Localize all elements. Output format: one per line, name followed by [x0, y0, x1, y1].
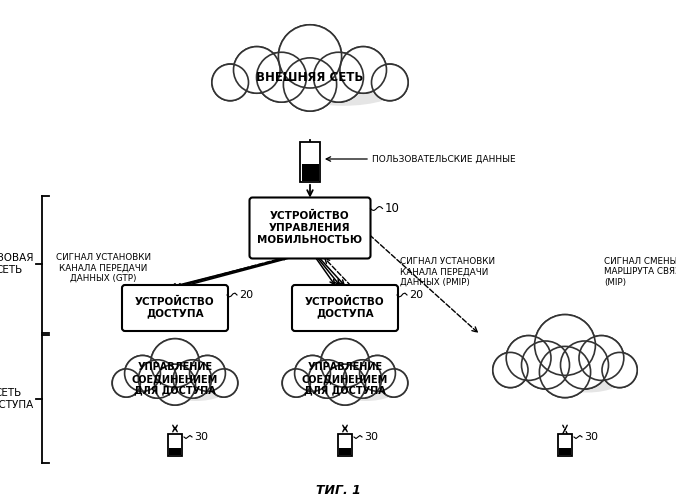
Circle shape: [124, 356, 160, 392]
Circle shape: [372, 64, 408, 100]
Circle shape: [282, 369, 310, 397]
Bar: [338, 434, 352, 456]
Text: 30: 30: [364, 432, 378, 442]
Circle shape: [602, 352, 637, 388]
Circle shape: [210, 369, 238, 397]
Circle shape: [283, 58, 337, 111]
Circle shape: [233, 46, 280, 93]
Circle shape: [155, 364, 195, 405]
Circle shape: [314, 52, 364, 102]
Text: 30: 30: [584, 432, 598, 442]
Circle shape: [360, 356, 395, 392]
Circle shape: [539, 346, 591, 398]
Circle shape: [343, 360, 381, 398]
Bar: [168, 434, 182, 456]
Text: 20: 20: [409, 290, 423, 300]
FancyBboxPatch shape: [122, 285, 228, 331]
Circle shape: [314, 52, 364, 102]
Text: СИГНАЛ СМЕНЫ
МАРШРУТА СВЯЗИ
(MIP): СИГНАЛ СМЕНЫ МАРШРУТА СВЯЗИ (MIP): [604, 257, 676, 287]
Circle shape: [340, 46, 387, 93]
Circle shape: [372, 64, 408, 100]
Circle shape: [308, 360, 347, 398]
Text: УПРАВЛЕНИЕ
СОЕДИНЕНИЕМ
ДЛЯ ДОСТУПА: УПРАВЛЕНИЕ СОЕДИНЕНИЕМ ДЛЯ ДОСТУПА: [132, 362, 218, 396]
Circle shape: [279, 25, 341, 88]
Circle shape: [173, 360, 212, 398]
Circle shape: [324, 364, 366, 405]
Circle shape: [579, 336, 624, 380]
Circle shape: [308, 360, 347, 398]
Circle shape: [506, 336, 551, 380]
Text: ПОЛЬЗОВАТЕЛЬСКИЕ ДАННЫЕ: ПОЛЬЗОВАТЕЛЬСКИЕ ДАННЫЕ: [372, 154, 516, 164]
Circle shape: [233, 46, 280, 93]
Circle shape: [506, 336, 551, 380]
Circle shape: [212, 64, 249, 100]
Text: СЕТЬ
ДОСТУПА: СЕТЬ ДОСТУПА: [0, 388, 34, 410]
Circle shape: [112, 369, 141, 397]
Text: УПРАВЛЕНИЕ
СОЕДИНЕНИЕМ
ДЛЯ ДОСТУПА: УПРАВЛЕНИЕ СОЕДИНЕНИЕМ ДЛЯ ДОСТУПА: [302, 362, 388, 396]
Text: УСТРОЙСТВО
ДОСТУПА: УСТРОЙСТВО ДОСТУПА: [305, 297, 385, 319]
Circle shape: [124, 356, 160, 392]
Circle shape: [212, 64, 249, 100]
Circle shape: [320, 338, 369, 388]
Circle shape: [535, 314, 596, 376]
Circle shape: [151, 338, 199, 388]
Circle shape: [535, 314, 596, 376]
FancyBboxPatch shape: [292, 285, 398, 331]
Circle shape: [380, 369, 408, 397]
Text: 20: 20: [239, 290, 253, 300]
Ellipse shape: [331, 373, 400, 401]
Text: ВНЕШНЯЯ СЕТЬ: ВНЕШНЯЯ СЕТЬ: [256, 70, 364, 84]
Circle shape: [139, 360, 177, 398]
Bar: [558, 434, 572, 456]
Circle shape: [295, 356, 331, 392]
Ellipse shape: [549, 358, 627, 392]
Circle shape: [189, 356, 225, 392]
Circle shape: [560, 341, 608, 389]
Circle shape: [139, 360, 177, 398]
Circle shape: [256, 52, 306, 102]
Bar: [339, 448, 351, 455]
Circle shape: [282, 369, 310, 397]
Text: 10: 10: [385, 202, 400, 215]
Circle shape: [155, 364, 195, 405]
Ellipse shape: [160, 373, 230, 401]
Bar: [300, 142, 320, 182]
Circle shape: [521, 341, 569, 389]
Text: УСТРОЙСТВО
ДОСТУПА: УСТРОЙСТВО ДОСТУПА: [135, 297, 215, 319]
Circle shape: [493, 352, 528, 388]
Circle shape: [521, 341, 569, 389]
Circle shape: [283, 58, 337, 111]
Circle shape: [340, 46, 387, 93]
Circle shape: [493, 352, 528, 388]
Circle shape: [279, 25, 341, 88]
Circle shape: [324, 364, 366, 405]
Circle shape: [189, 356, 225, 392]
Circle shape: [380, 369, 408, 397]
Circle shape: [256, 52, 306, 102]
Circle shape: [112, 369, 141, 397]
Circle shape: [295, 356, 331, 392]
Circle shape: [320, 338, 369, 388]
Bar: [301, 164, 318, 181]
Bar: [559, 448, 571, 455]
Circle shape: [602, 352, 637, 388]
FancyBboxPatch shape: [249, 198, 370, 258]
Text: ΤИГ. 1: ΤИГ. 1: [316, 484, 360, 496]
Ellipse shape: [286, 70, 400, 106]
Circle shape: [539, 346, 591, 398]
Circle shape: [210, 369, 238, 397]
Circle shape: [173, 360, 212, 398]
Text: БАЗОВАЯ
СЕТЬ: БАЗОВАЯ СЕТЬ: [0, 254, 34, 275]
Text: СИГНАЛ УСТАНОВКИ
КАНАЛА ПЕРЕДАЧИ
ДАННЫХ (PMIP): СИГНАЛ УСТАНОВКИ КАНАЛА ПЕРЕДАЧИ ДАННЫХ …: [400, 257, 495, 287]
Circle shape: [151, 338, 199, 388]
Circle shape: [343, 360, 381, 398]
Bar: [169, 448, 181, 455]
Circle shape: [560, 341, 608, 389]
Text: 30: 30: [194, 432, 208, 442]
Text: СИГНАЛ УСТАНОВКИ
КАНАЛА ПЕРЕДАЧИ
ДАННЫХ (GTP): СИГНАЛ УСТАНОВКИ КАНАЛА ПЕРЕДАЧИ ДАННЫХ …: [55, 253, 151, 283]
Circle shape: [579, 336, 624, 380]
Text: УСТРОЙСТВО
УПРАВЛЕНИЯ
МОБИЛЬНОСТЬЮ: УСТРОЙСТВО УПРАВЛЕНИЯ МОБИЛЬНОСТЬЮ: [258, 212, 362, 244]
Circle shape: [360, 356, 395, 392]
